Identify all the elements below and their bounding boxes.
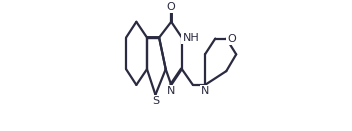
Text: S: S — [152, 96, 159, 106]
Text: N: N — [201, 86, 209, 96]
Text: O: O — [167, 2, 176, 12]
Text: N: N — [167, 86, 175, 96]
Text: O: O — [227, 34, 236, 44]
Text: NH: NH — [183, 33, 199, 43]
